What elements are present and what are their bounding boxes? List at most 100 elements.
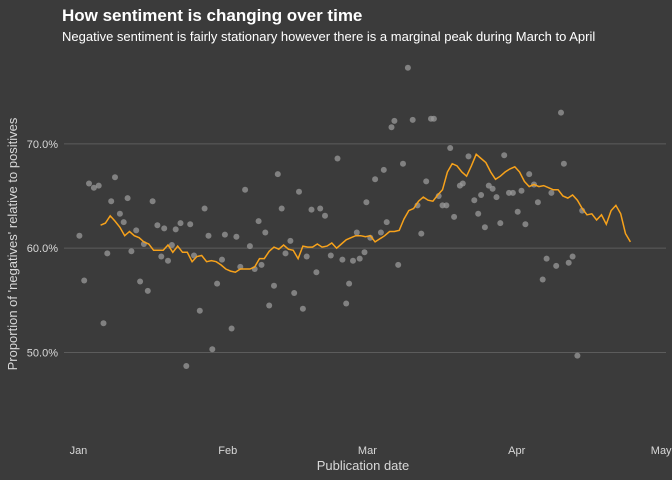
data-point-23 [172,226,179,233]
y-axis-title: Proportion of 'negatives' relative to po… [5,117,20,370]
data-point-75 [395,261,402,268]
data-point-61 [343,300,350,307]
data-point-80 [418,230,425,237]
data-point-72 [383,219,390,226]
data-point-34 [221,231,228,238]
data-point-64 [353,229,360,236]
data-point-21 [165,257,171,264]
data-point-24 [177,220,184,227]
data-point-6 [104,250,111,257]
data-point-31 [209,346,216,353]
data-point-11 [124,195,131,202]
data-point-114 [560,160,567,167]
data-point-104 [518,187,525,194]
y-axis-ticks: 50.0% 60.0% 70.0% [27,139,58,360]
data-point-97 [489,185,496,192]
data-point-12 [128,248,135,255]
data-point-41 [255,218,262,225]
data-point-100 [501,152,508,159]
data-point-50 [291,290,298,296]
data-point-48 [282,250,289,257]
trend-line [100,153,632,274]
data-point-35 [228,325,235,332]
data-point-53 [303,253,310,260]
data-point-62 [346,280,353,287]
data-point-115 [565,259,572,266]
data-point-42 [258,261,265,268]
data-point-65 [356,255,363,262]
y-tick-label-0: 50.0% [27,347,58,359]
data-point-36 [233,233,240,240]
data-point-77 [404,64,411,71]
data-point-73 [388,124,395,131]
data-point-87 [447,145,454,151]
scatter-points [76,64,586,369]
data-point-67 [363,199,370,206]
data-point-88 [451,213,458,220]
data-point-99 [497,220,504,227]
data-point-76 [400,160,406,167]
data-point-102 [509,189,516,196]
data-point-30 [205,232,212,239]
y-tick-label-1: 60.0% [27,243,58,255]
data-point-74 [391,117,398,124]
data-point-109 [539,276,546,283]
data-point-43 [262,229,269,236]
data-point-45 [271,282,277,289]
x-axis-title: Publication date [317,458,410,473]
data-point-93 [475,210,482,217]
data-point-10 [120,219,127,226]
data-point-7 [108,198,115,205]
y-tick-label-2: 70.0% [27,139,58,151]
data-point-22 [168,242,175,248]
data-point-94 [478,192,485,198]
data-point-49 [287,237,294,244]
data-point-19 [158,253,165,260]
data-point-113 [558,109,564,116]
data-point-18 [154,222,161,229]
data-point-111 [548,189,555,196]
data-point-28 [196,307,203,314]
x-axis-ticks: Jan Feb Mar Apr May [70,445,672,457]
x-tick-label-apr: Apr [508,445,525,457]
x-tick-label-jan: Jan [70,445,88,457]
data-point-47 [278,205,285,212]
data-point-16 [144,287,151,294]
data-point-116 [569,253,576,260]
data-point-3 [90,184,97,191]
data-point-32 [214,280,221,287]
data-point-83 [430,115,437,122]
data-point-69 [372,176,379,183]
data-point-2 [86,180,92,187]
data-point-112 [553,262,560,269]
data-point-38 [242,186,249,193]
data-point-54 [308,206,315,213]
data-point-117 [574,352,581,359]
data-point-71 [380,166,387,173]
data-point-59 [334,155,341,162]
data-point-25 [183,363,190,369]
data-point-4 [95,182,102,189]
data-point-78 [409,116,416,123]
data-point-56 [317,205,324,212]
data-point-91 [465,153,472,160]
data-point-81 [423,178,430,185]
data-point-108 [534,199,541,206]
data-point-39 [246,243,253,250]
data-point-103 [514,208,521,215]
data-point-90 [459,180,466,187]
x-tick-label-may: May [651,445,672,457]
data-point-20 [161,225,168,232]
data-point-1 [81,277,88,284]
data-point-60 [339,256,346,263]
data-point-95 [481,224,488,231]
data-point-92 [471,197,478,204]
data-point-58 [327,252,334,259]
data-point-57 [322,212,328,219]
data-point-44 [266,302,273,309]
data-point-14 [137,278,144,285]
data-point-29 [201,205,208,212]
chart-subtitle: Negative sentiment is fairly stationary … [62,29,595,44]
